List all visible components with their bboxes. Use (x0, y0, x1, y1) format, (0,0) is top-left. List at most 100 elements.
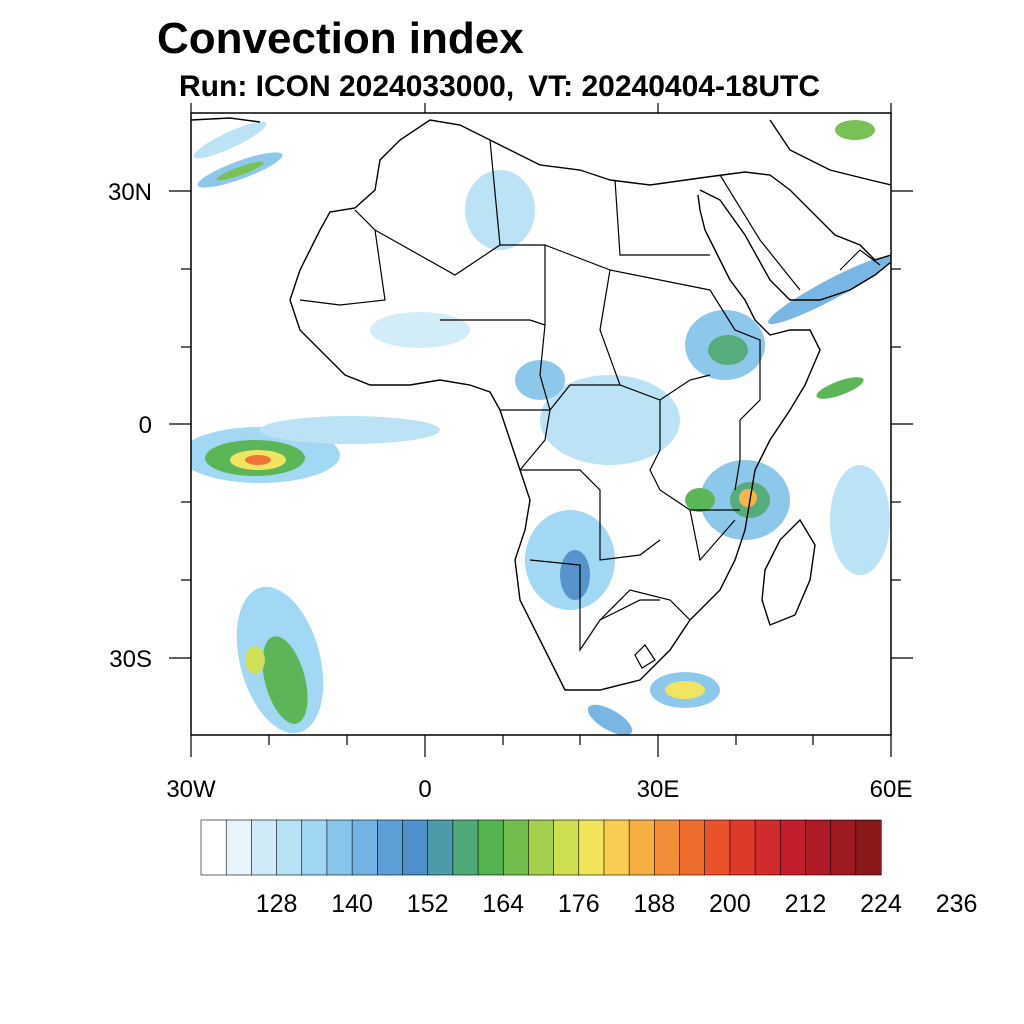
colorbar-swatch (553, 819, 580, 876)
chart-title: Convection index (157, 14, 524, 63)
colorbar-swatch (603, 819, 630, 876)
lat-label-30n: 30N (108, 179, 152, 206)
madagascar-coast (761, 518, 816, 626)
valid-time-label: VT: 20240404-18UTC (528, 70, 820, 103)
arabia-coast (699, 189, 891, 301)
colorbar-swatch (704, 819, 731, 876)
border-car (549, 374, 711, 411)
lon-label-0: 0 (418, 776, 431, 803)
shade-south-atlantic-peak (245, 646, 265, 674)
border-drc-south (520, 469, 661, 561)
colorbar-swatch (376, 819, 404, 876)
shade-central-africa (540, 375, 680, 465)
border-nigeria-cameroon (539, 324, 551, 411)
colorbar-swatch (351, 819, 378, 876)
colorbar-swatch (502, 819, 530, 876)
colorbar-label: 212 (785, 890, 827, 918)
colorbar-swatch (855, 819, 882, 876)
colorbar-swatch (805, 819, 832, 876)
colorbar-swatch (528, 819, 555, 876)
border-zimbabwe (599, 589, 691, 621)
axis-ticks (169, 103, 913, 757)
colorbar-label: 224 (860, 890, 902, 918)
shade-atlantic-max (245, 455, 271, 465)
colorbar (200, 819, 882, 876)
colorbar-label: 152 (407, 890, 449, 918)
colorbar-swatch (251, 819, 278, 876)
north-africa-coast (289, 119, 891, 301)
colorbar-label: 128 (256, 890, 298, 918)
lon-label-30e: 30E (637, 776, 680, 803)
border-namibia-botswana (529, 559, 660, 652)
border-gabon (500, 409, 551, 471)
turkey-iran-coast (769, 119, 891, 186)
border-sudan-north (609, 269, 711, 291)
shade-indian-ocean (830, 465, 890, 575)
europe-coast (191, 117, 261, 123)
shade-libya (465, 170, 535, 250)
lon-label-30w: 30W (166, 776, 216, 803)
run-label: Run: ICON 2024033000, (179, 70, 515, 103)
colorbar-label: 236 (936, 890, 978, 918)
colorbar-swatch (729, 819, 756, 876)
border-saudi (719, 174, 801, 291)
shade-south-atlantic-core (262, 636, 308, 724)
colorbar-swatch (427, 819, 454, 876)
colorbar-swatch (402, 819, 429, 876)
shade-lake-malawi-patch (685, 488, 715, 512)
chart-subtitle: Run: ICON 2024033000, VT: 20240404-18UTC (179, 70, 820, 104)
border-drc-east (649, 400, 740, 511)
border-chad (544, 244, 621, 386)
shade-ethiopia-core (708, 335, 748, 365)
shade-east-africa-peak (739, 489, 757, 507)
border-oman (839, 249, 881, 271)
colorbar-labels: 128 140 152 164 176 188 200 212 224 236 (256, 890, 978, 918)
colorbar-label: 176 (558, 890, 600, 918)
colorbar-swatch (679, 819, 706, 876)
lat-label-30s: 30S (109, 646, 152, 673)
colorbar-swatch (225, 819, 252, 876)
shade-cameroon (515, 360, 565, 400)
shade-nw-core (216, 161, 264, 181)
shade-arabia-streak (768, 255, 891, 325)
lon-label-60e: 60E (870, 776, 913, 803)
shade-somali-patch (816, 377, 864, 399)
border-mauritania (299, 209, 386, 306)
shade-atlantic-band-east (260, 416, 440, 444)
coastlines (191, 117, 891, 691)
colorbar-label: 200 (709, 890, 751, 918)
colorbar-swatch (779, 819, 807, 876)
colorbar-swatch (452, 819, 479, 876)
country-borders (299, 139, 881, 669)
colorbar-swatch (830, 819, 857, 876)
colorbar-label: 188 (633, 890, 675, 918)
colorbar-swatch (578, 819, 605, 876)
colorbar-swatch (754, 819, 781, 876)
africa-coast (289, 194, 821, 691)
colorbar-swatch (276, 819, 303, 876)
border-mozambique (689, 509, 736, 562)
lat-label-0: 0 (139, 412, 152, 439)
border-kenya-tanzania (734, 420, 741, 491)
colorbar-swatch (477, 819, 504, 876)
colorbar-label: 140 (331, 890, 373, 918)
border-algeria-libya (489, 139, 501, 246)
shade-ne-corner (835, 120, 875, 140)
colorbar-swatch (628, 819, 655, 876)
colorbar-swatch (654, 819, 681, 876)
border-egypt-sudan (614, 179, 710, 256)
border-ethiopia (709, 289, 761, 421)
colorbar-swatch (200, 819, 227, 876)
colorbar-swatch (326, 819, 353, 876)
border-lesotho (634, 644, 656, 669)
convection-shading (191, 120, 891, 735)
shade-cape (587, 704, 633, 735)
colorbar-swatch (301, 819, 328, 876)
shade-angola-core (560, 550, 590, 600)
shade-south-africa-core (665, 681, 705, 699)
shade-sahel-west (370, 312, 470, 348)
map-content (191, 117, 891, 735)
border-niger-nigeria (440, 319, 546, 326)
shade-nw-streak-2 (193, 121, 267, 159)
